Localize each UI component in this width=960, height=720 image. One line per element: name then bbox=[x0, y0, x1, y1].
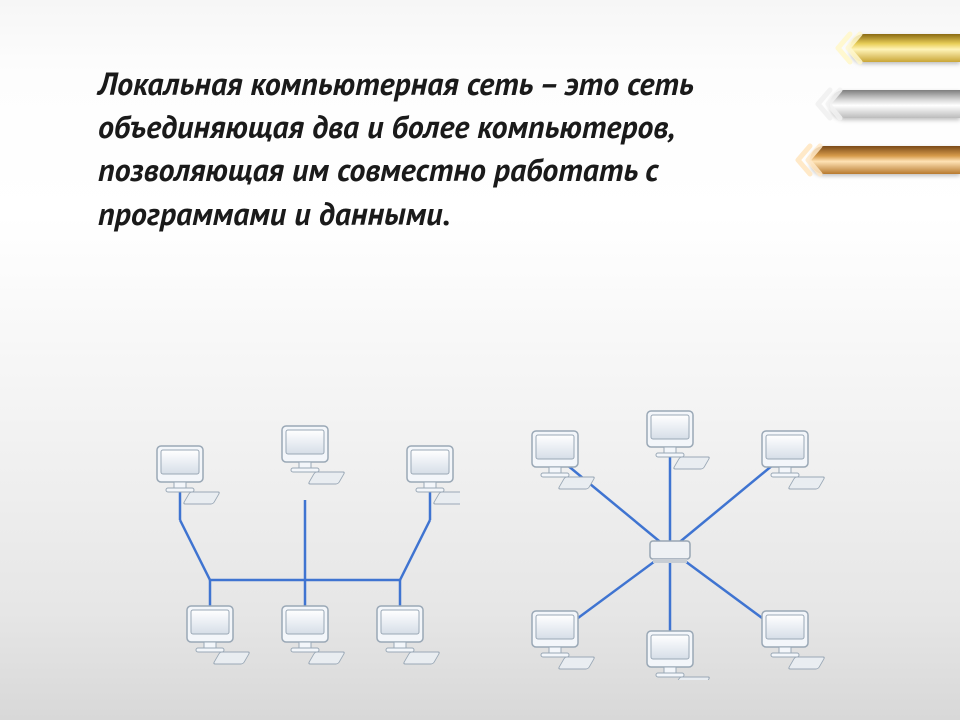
diagram-star-topology bbox=[500, 400, 840, 680]
hub-icon bbox=[650, 541, 690, 563]
ribbon-silver-chevron bbox=[804, 84, 844, 124]
computer-icon bbox=[762, 611, 825, 669]
ribbon-bronze-chevron bbox=[784, 140, 824, 180]
computer-icon bbox=[157, 446, 220, 504]
ribbon-bronze-shaft bbox=[810, 146, 960, 174]
ribbon-gold-shaft bbox=[850, 34, 960, 62]
computer-icon bbox=[762, 431, 825, 489]
computer-icon bbox=[532, 431, 595, 489]
computer-icon bbox=[647, 411, 710, 469]
corner-ribbons bbox=[800, 28, 960, 196]
computer-icon bbox=[377, 606, 440, 664]
computer-icon bbox=[647, 631, 710, 680]
ribbon-gold-chevron bbox=[824, 28, 864, 68]
computer-icon bbox=[532, 611, 595, 669]
diagram-bus-topology bbox=[140, 400, 460, 680]
computer-icon bbox=[187, 606, 250, 664]
ribbon-silver bbox=[800, 84, 960, 124]
computer-icon bbox=[282, 426, 345, 484]
ribbon-bronze bbox=[800, 140, 960, 180]
computer-icon bbox=[407, 446, 460, 504]
definition-text: Локальная компьютерная сеть – это сеть о… bbox=[98, 62, 718, 235]
ribbon-gold bbox=[800, 28, 960, 68]
ribbon-silver-shaft bbox=[830, 90, 960, 118]
computer-icon bbox=[282, 606, 345, 664]
